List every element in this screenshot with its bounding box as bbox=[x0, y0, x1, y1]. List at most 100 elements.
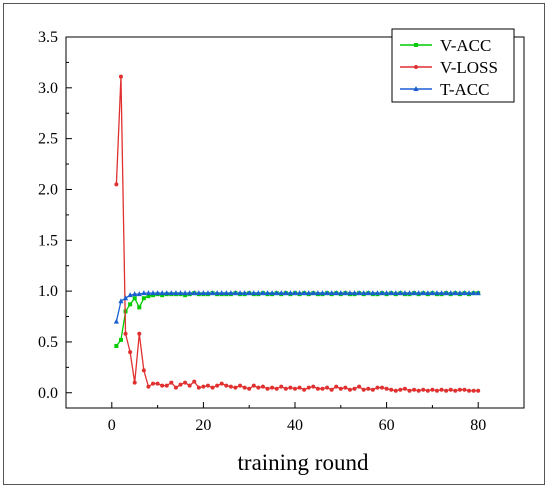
data-point bbox=[306, 385, 311, 390]
data-point bbox=[471, 388, 476, 393]
data-point bbox=[343, 385, 348, 390]
data-point bbox=[425, 388, 430, 393]
data-point bbox=[118, 298, 124, 304]
data-point bbox=[453, 388, 458, 393]
data-point bbox=[416, 388, 421, 393]
data-point bbox=[320, 386, 325, 391]
data-point bbox=[127, 292, 133, 298]
data-point bbox=[347, 290, 353, 296]
legend: V-ACC V-LOSS T-ACC bbox=[391, 28, 515, 103]
data-point bbox=[452, 290, 458, 296]
legend-label: T-ACC bbox=[440, 80, 489, 99]
data-point bbox=[132, 291, 138, 297]
data-point bbox=[443, 290, 449, 296]
data-point bbox=[141, 296, 146, 301]
data-point bbox=[397, 290, 403, 296]
legend-item: V-ACC bbox=[400, 36, 491, 55]
data-point bbox=[292, 290, 298, 296]
data-point bbox=[238, 383, 243, 388]
data-point bbox=[448, 387, 453, 392]
data-point bbox=[219, 290, 225, 296]
data-point bbox=[411, 290, 417, 296]
data-point bbox=[228, 290, 234, 296]
data-point bbox=[136, 291, 142, 297]
data-point bbox=[192, 379, 197, 384]
legend-label: V-LOSS bbox=[440, 58, 498, 77]
legend-marker bbox=[413, 86, 419, 91]
data-point bbox=[187, 290, 193, 296]
data-point bbox=[279, 384, 284, 389]
data-point bbox=[388, 290, 394, 296]
y-axis: 0.0 0.5 1.0 1.5 2.0 2.5 3.0 3.5 bbox=[38, 29, 72, 402]
data-point bbox=[352, 386, 357, 391]
data-point bbox=[205, 290, 211, 296]
data-point bbox=[389, 387, 394, 392]
data-point bbox=[159, 290, 165, 296]
data-point bbox=[215, 383, 220, 388]
data-point bbox=[270, 385, 275, 390]
data-point bbox=[146, 294, 151, 299]
data-point bbox=[187, 383, 192, 388]
data-point bbox=[177, 290, 184, 296]
data-point bbox=[223, 290, 229, 296]
data-point bbox=[122, 295, 129, 301]
data-point bbox=[434, 388, 439, 393]
data-point bbox=[232, 290, 239, 296]
data-point bbox=[269, 290, 275, 296]
data-point bbox=[200, 290, 206, 296]
data-point bbox=[260, 290, 266, 296]
legend-marker bbox=[414, 65, 418, 69]
data-point bbox=[274, 386, 279, 391]
data-point bbox=[375, 385, 380, 390]
data-point bbox=[324, 290, 330, 296]
data-point bbox=[361, 290, 367, 296]
data-point bbox=[168, 290, 174, 296]
data-point bbox=[123, 331, 128, 336]
data-point bbox=[196, 290, 202, 296]
data-point bbox=[145, 290, 152, 296]
data-point bbox=[160, 293, 165, 298]
data-point bbox=[169, 380, 174, 385]
y-tick-label: 3.0 bbox=[38, 80, 58, 97]
data-point bbox=[151, 381, 156, 386]
data-point bbox=[293, 386, 297, 391]
data-point bbox=[334, 384, 339, 389]
series-v-loss bbox=[114, 74, 481, 393]
data-point bbox=[347, 387, 352, 392]
data-point bbox=[173, 290, 179, 296]
data-point bbox=[183, 293, 188, 298]
data-point bbox=[425, 290, 431, 296]
data-point bbox=[182, 290, 188, 296]
data-point bbox=[265, 386, 270, 391]
series-line bbox=[115, 76, 479, 392]
x-tick-label: 60 bbox=[379, 417, 395, 434]
data-point bbox=[296, 290, 303, 296]
data-point bbox=[224, 383, 229, 388]
data-point bbox=[237, 290, 243, 296]
y-tick-label: 2.5 bbox=[38, 131, 58, 148]
data-point bbox=[365, 290, 371, 296]
data-point bbox=[132, 380, 137, 385]
data-point bbox=[407, 388, 412, 393]
data-point bbox=[351, 290, 358, 296]
data-point bbox=[467, 388, 472, 393]
data-point bbox=[287, 290, 294, 296]
data-point bbox=[462, 387, 467, 392]
data-point bbox=[141, 368, 146, 373]
data-point bbox=[114, 182, 119, 187]
data-point bbox=[338, 386, 343, 391]
data-point bbox=[278, 290, 284, 296]
data-point bbox=[475, 290, 481, 296]
data-point bbox=[137, 305, 142, 310]
data-point bbox=[242, 385, 247, 390]
data-point bbox=[338, 290, 344, 296]
data-point bbox=[476, 388, 481, 393]
data-point bbox=[329, 290, 335, 296]
data-point bbox=[219, 381, 224, 386]
data-point bbox=[214, 290, 220, 296]
data-point bbox=[283, 290, 289, 296]
data-point bbox=[379, 290, 385, 296]
data-point bbox=[342, 290, 348, 296]
series-line bbox=[115, 292, 479, 322]
data-point bbox=[155, 290, 161, 296]
